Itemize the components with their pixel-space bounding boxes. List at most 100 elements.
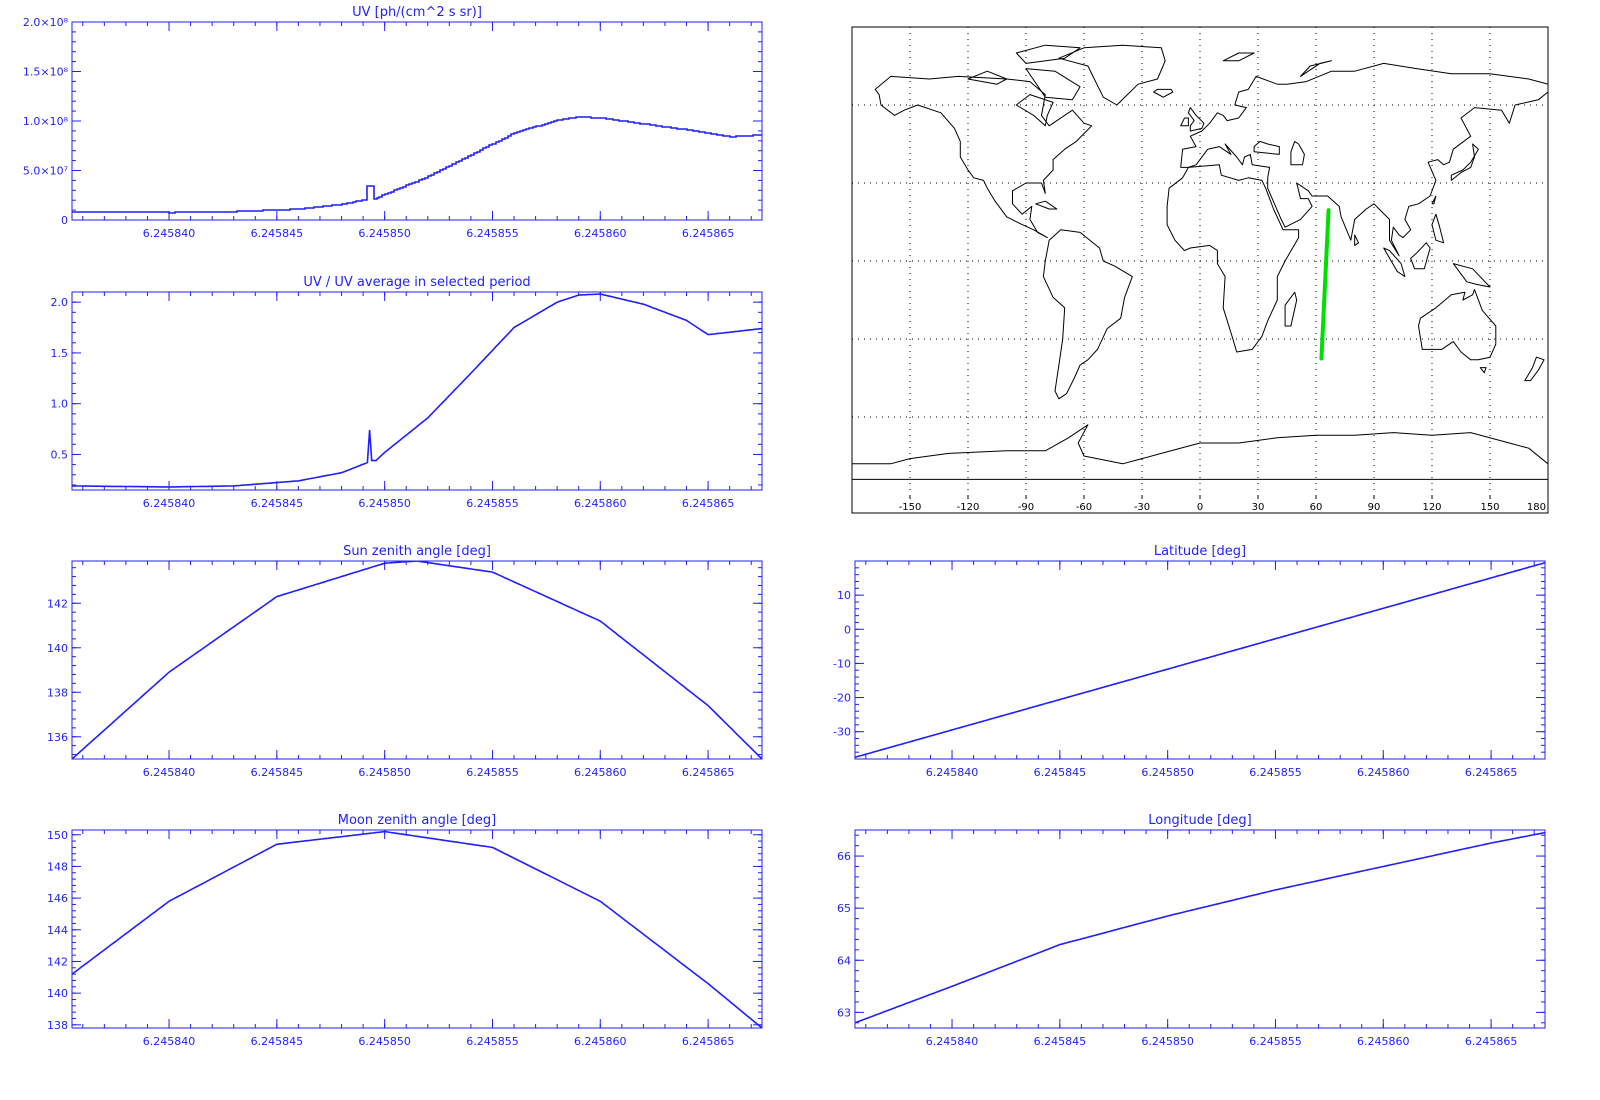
coastline-uk [1187,107,1205,132]
chart-title: Sun zenith angle [deg] [343,544,491,559]
x-tick-label: 6.245865 [1465,766,1518,779]
y-tick-label: 150 [47,829,68,842]
coastline-victoria [967,70,1008,85]
series-line [855,831,1545,1024]
longitude-chart-svg: Longitude [deg] 6.245840 6.245845 6.245850 6… [837,813,1546,1048]
chart-title: UV / UV average in selected period [303,275,530,290]
x-tick-label: 6.245845 [251,766,304,779]
y-tick-label: 148 [47,860,68,873]
y-tick-label: -10 [833,657,851,670]
x-tick-label: 6.245840 [143,497,196,510]
x-tick-label: 6.245855 [1249,766,1302,779]
x-tick-label: 6.245865 [682,497,735,510]
map-frame [851,26,1549,514]
coastline-svalbard [1222,52,1255,62]
y-tick-label: 140 [47,987,68,1000]
x-tick-label: 6.245860 [574,227,627,240]
x-tick-label: 6.245855 [466,227,519,240]
y-tick-label: 138 [47,1019,68,1032]
plot-frame [71,560,763,760]
x-tick-label: 6.245845 [1034,1035,1087,1048]
x-tick-label: 6.245860 [574,766,627,779]
uv-chart-svg: UV [ph/(cm^2 s sr)] 6.245840 6.245845 6.245… [23,5,763,240]
x-tick-label: 6.245865 [682,227,735,240]
x-tick-label: 6.245855 [466,497,519,510]
series-line [72,561,762,759]
x-tick-label: 6.245840 [143,766,196,779]
y-tick-label: 5.0×10⁷ [23,165,68,178]
coastline-australia [1418,289,1497,361]
x-tick-label: 6.245850 [1141,766,1194,779]
plot-frame [71,291,763,491]
y-tick-label: -30 [833,726,851,739]
coastline-black-sea [1253,140,1280,155]
coastline-baffin [1025,68,1081,101]
coastline-japan [1450,143,1479,181]
coastline-sri-lanka [1354,234,1359,246]
chart-title: UV [ph/(cm^2 s sr)] [352,5,482,20]
y-tick-label: 63 [837,1006,851,1019]
x-tick-label: 6.245840 [143,227,196,240]
longitude-chart: Longitude [deg] 6.245840 6.245845 6.245850 6… [800,808,1580,1068]
lon-tick-label: 0 [1197,502,1203,513]
y-tick-label: 0.5 [51,448,69,461]
plot-frame [854,829,1546,1029]
latitude-chart-svg: Latitude [deg] 6.245840 6.245845 6.245850 6.… [833,544,1546,779]
x-tick-label: 6.245840 [143,1035,196,1048]
x-tick-label: 6.245845 [251,1035,304,1048]
plot-frame [71,829,763,1029]
y-tick-label: 1.0×10⁸ [23,115,69,128]
lon-tick-label: -150 [899,502,922,513]
coastline-north-america [874,75,1093,239]
coastline-sumatra [1383,247,1406,278]
x-tick-label: 6.245845 [1034,766,1087,779]
moon-zenith-chart-svg: Moon zenith angle [deg] 6.245840 6.245845 6… [47,813,763,1048]
x-tick-label: 6.245840 [926,766,979,779]
x-tick-label: 6.245865 [1465,1035,1518,1048]
lon-tick-label: 90 [1368,502,1381,513]
x-tick-label: 6.245865 [682,766,735,779]
series-line [72,116,762,214]
coastline-antarctica [852,424,1548,480]
uv-ratio-chart-svg: UV / UV average in selected period 6.2458… [51,275,763,510]
y-tick-label: 142 [47,597,68,610]
x-tick-label: 6.245850 [358,227,411,240]
y-tick-label: 10 [837,589,851,602]
chart-title: Latitude [deg] [1154,544,1246,559]
x-tick-label: 6.245845 [251,497,304,510]
x-tick-label: 6.245850 [1141,1035,1194,1048]
world-map: -150 -120 -90 -60 -30 0 30 60 90 120 150 180 [850,22,1600,527]
coastline-greenland [1058,44,1166,106]
x-tick-label: 6.245850 [358,497,411,510]
lon-tick-label: 150 [1480,502,1499,513]
satellite-track [1319,208,1331,361]
coastline-tasmania [1479,367,1487,374]
lon-tick-label: 60 [1310,502,1323,513]
coastline-new-guinea [1452,263,1491,288]
y-tick-label: 136 [47,731,68,744]
x-tick-label: 6.245850 [358,766,411,779]
lon-tick-label: -30 [1134,502,1150,513]
coastline-south-america [1042,229,1133,400]
lon-tick-label: 180 [1527,502,1546,513]
y-tick-label: 2.0 [51,296,69,309]
y-tick-label: 64 [837,954,851,967]
y-tick-label: -20 [833,692,851,705]
x-tick-label: 6.245855 [466,766,519,779]
chart-title: Moon zenith angle [deg] [338,813,496,828]
latitude-chart: Latitude [deg] 6.245840 6.245845 6.245850 6.… [800,538,1580,793]
x-tick-label: 6.245855 [466,1035,519,1048]
y-tick-label: 1.0 [51,398,69,411]
y-tick-label: 2.0×10⁸ [23,16,69,29]
x-tick-label: 6.245865 [682,1035,735,1048]
plot-frame [71,21,763,221]
coastline-philippines [1431,213,1445,244]
plot-frame [854,560,1546,760]
coastline-caspian [1290,140,1305,166]
x-tick-label: 6.245860 [574,1035,627,1048]
uv-ratio-chart: UV / UV average in selected period 6.2458… [0,270,780,525]
x-tick-label: 6.245855 [1249,1035,1302,1048]
uv-chart: UV [ph/(cm^2 s sr)] 6.245840 6.245845 6.245… [0,0,780,265]
lon-tick-label: 30 [1252,502,1265,513]
chart-title: Longitude [deg] [1148,813,1251,828]
